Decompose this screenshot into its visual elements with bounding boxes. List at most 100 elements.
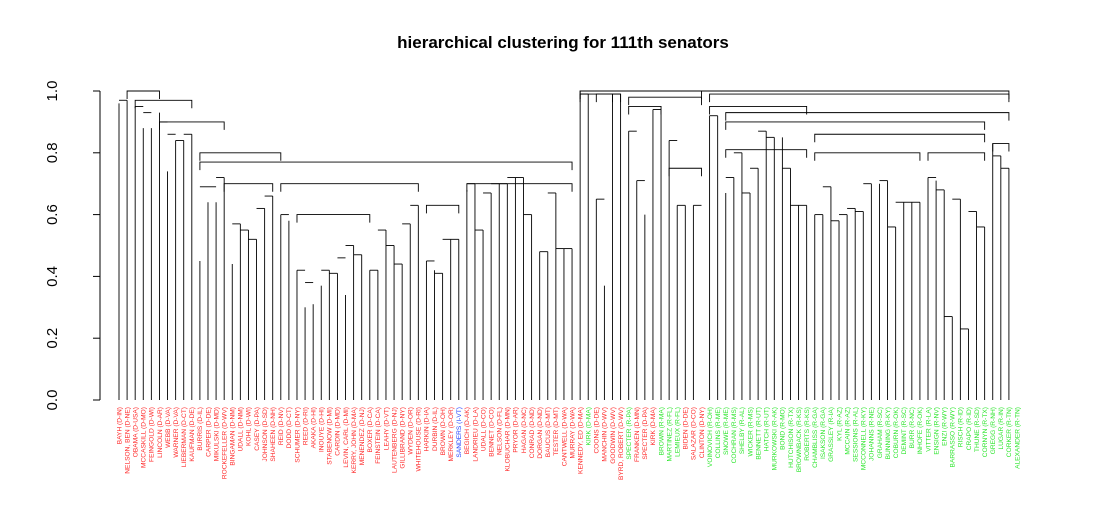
- leaf-label: DODD (D-CT): [286, 407, 293, 448]
- leaf-label: HUTCHISON (R-TX): [788, 407, 795, 468]
- leaf-label: ENSIGN (R-NV): [933, 407, 940, 455]
- leaf-label: KYL (R-AZ): [836, 407, 843, 441]
- leaf-label: BIDEN (D-DE): [683, 407, 690, 450]
- cluster-join: [159, 121, 225, 130]
- leaf-label: MURRAY (D-WA): [569, 407, 576, 459]
- leaf-label: BENNETT (R-UT): [755, 407, 762, 460]
- leaf-label: FEINGOLD (D-WI): [149, 407, 156, 462]
- y-tick-label: 0.8: [44, 142, 61, 163]
- leaf-label: COLLINS (R-ME): [715, 407, 722, 458]
- leaf-label: KIRK (D-MA): [586, 407, 593, 445]
- y-tick-label: 0.4: [44, 266, 61, 287]
- leaf-label: HAGAN (D-NC): [521, 407, 528, 453]
- leaf-label: KERRY, JOHN (D-MA): [351, 407, 358, 473]
- leaf-label: WYDEN (D-OR): [408, 407, 415, 455]
- leaf-label: BURRIS (D-IL): [197, 407, 204, 451]
- leaf-label: INHOFE (R-OK): [917, 407, 924, 455]
- cluster-join: [668, 167, 702, 177]
- leaf-label: BROWN (R-MA): [658, 407, 665, 455]
- leaf-label: KLOBUCHAR (D-MN): [505, 407, 512, 471]
- leaf-label: BOND (R-MO): [780, 407, 787, 450]
- leaf-label: JOHNSON (D-SD): [262, 407, 269, 462]
- leaf-label: MENENDEZ (D-NJ): [359, 407, 366, 465]
- cluster-join: [466, 183, 573, 192]
- leaf-label: KENNEDY, ED (D-MA): [577, 407, 584, 474]
- cluster-join: [199, 161, 573, 171]
- leaf-label: WEBB (D-VA): [165, 407, 172, 448]
- leaf-label: MERKLEY (D-OR): [448, 407, 455, 461]
- leaf-label: MCCAIN (R-AZ): [844, 407, 851, 455]
- leaf-label: BAUCUS (D-MT): [545, 407, 552, 457]
- leaf-label: SESSIONS (R-AL): [852, 407, 859, 462]
- cluster-join: [134, 99, 193, 109]
- cluster-join: [725, 149, 808, 158]
- leaf-label: SNOWE (R-ME): [723, 407, 730, 455]
- leaf-label: ALEXANDER (R-TN): [1014, 407, 1021, 469]
- leaf-label: REED (D-RI): [302, 407, 309, 445]
- cluster-join: [579, 90, 1010, 99]
- leaf-label: GOODWIN (D-WV): [610, 407, 617, 464]
- leaf-label: GRAHAM (R-SC): [877, 407, 884, 458]
- leaf-label: LEMIEUX (R-FL): [675, 407, 682, 457]
- leaf-label: SPECTER (D-PA): [642, 407, 649, 460]
- leaf-label: GREGG (R-NH): [990, 407, 997, 454]
- cluster-join: [579, 90, 702, 99]
- leaf-label: ENZI (R-WY): [941, 407, 948, 446]
- leaf-label: NELSON, BEN (D-NE): [124, 407, 131, 474]
- leaf-label: LINCOLN (D-AR): [157, 407, 164, 458]
- leaf-label: FEINSTEIN (D-CA): [375, 407, 382, 464]
- leaf-label: ISAKSON (R-GA): [820, 407, 827, 459]
- leaf-label: MCCASKILL (D-MO): [141, 407, 148, 468]
- leaf-label: COBURN (R-OK): [893, 407, 900, 458]
- leaf-label: STABENOW (D-MI): [327, 407, 334, 465]
- leaf-label: HARKIN (D-IA): [424, 407, 431, 451]
- leaf-label: BARRASSO (R-WY): [950, 407, 957, 467]
- dendrogram-branches: [118, 90, 1010, 400]
- leaf-label: WHITEHOUSE (D-RI): [416, 407, 423, 471]
- leaf-label: WARNER (D-VA): [173, 407, 180, 458]
- leaf-label: DORGAN (D-ND): [537, 407, 544, 459]
- cluster-join: [595, 93, 613, 103]
- leaf-label: BEGICH (D-AK): [464, 407, 471, 454]
- cluster-join: [296, 214, 371, 223]
- leaf-label: AKAKA (D-HI): [310, 407, 317, 448]
- leaf-label: TESTER (D-MT): [553, 407, 560, 456]
- cluster-join: [126, 90, 160, 99]
- y-tick-label: 0.0: [44, 390, 61, 411]
- leaf-label: DEMINT (R-SC): [901, 407, 908, 455]
- leaf-label: COCHRAN (R-MS): [731, 407, 738, 463]
- leaf-label: BOXER (D-CA): [367, 407, 374, 452]
- leaf-label: BROWN (D-OH): [440, 407, 447, 455]
- cluster-join: [223, 183, 274, 192]
- leaf-label: BINGAMAN (D-NM): [230, 407, 237, 466]
- leaf-label: LUGAR (R-IN): [998, 407, 1005, 450]
- leaf-label: LAUTENBERG (D-NJ): [391, 407, 398, 473]
- leaf-label: REID (D-NV): [278, 407, 285, 445]
- leaf-label: LEVIN, CARL (D-MI): [343, 407, 350, 468]
- cluster-join: [927, 152, 986, 161]
- leaf-label: MANCHIN (D-WV): [602, 407, 609, 462]
- leaf-label: SCHUMER (D-NY): [294, 407, 301, 463]
- cluster-join: [628, 106, 662, 115]
- y-axis: 0.0 0.2 0.4 0.6 0.8 1.0: [44, 81, 101, 411]
- leaf-label: CRAPO (R-ID): [966, 407, 973, 450]
- leaf-label: THUNE (R-SD): [974, 407, 981, 452]
- cluster-join: [199, 152, 282, 161]
- leaf-labels: BAYH (D-IN) NELSON, BEN (D-NE) OBAMA (D-US…: [116, 407, 1021, 480]
- cluster-join: [992, 143, 1010, 152]
- leaf-label: LIEBERMAN (D-CT): [181, 407, 188, 467]
- leaf-label: CHAMBLISS (R-GA): [812, 407, 819, 468]
- cluster-join: [709, 93, 1010, 103]
- leaf-label: BROWNBACK (R-KS): [796, 407, 803, 472]
- cluster-join: [725, 121, 986, 130]
- leaf-label: MCCONNELL (R-KY): [861, 407, 868, 470]
- leaf-label: BYRD, ROBERT (D-WV): [618, 407, 625, 480]
- leaf-label: VOINOVICH (R-OH): [707, 407, 714, 467]
- leaf-label: GILLIBRAND (D-NY): [399, 407, 406, 469]
- leaf-label: PRYOR (D-AR): [513, 407, 520, 453]
- leaf-label: ROCKEFELLER (D-WV): [221, 407, 228, 479]
- leaf-label: SPECTER (R-PA): [626, 407, 633, 460]
- leaf-label: UDALL (D-NM): [238, 407, 245, 451]
- leaf-label: LANDRIEU (D-LA): [472, 407, 479, 462]
- leaf-label: CARDIN (D-MD): [335, 407, 342, 456]
